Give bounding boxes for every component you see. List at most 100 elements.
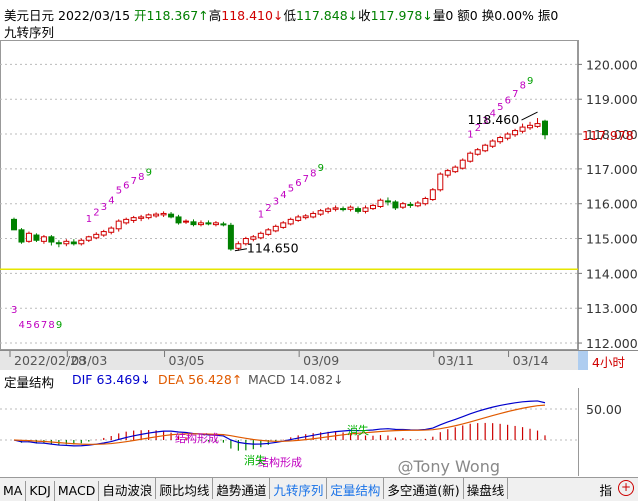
symbol-name: 美元日元 <box>4 8 55 23</box>
tab-1[interactable]: KDJ <box>26 481 55 501</box>
low-marker-label: 114.650 <box>247 241 299 256</box>
candle-body <box>497 137 504 143</box>
period-label[interactable]: 4小时 <box>592 355 625 370</box>
candle-body <box>429 189 436 201</box>
period-scroll-handle[interactable] <box>578 351 588 370</box>
td-sequence-label: 9 <box>146 167 152 178</box>
indicator-tick-label: 50.00 <box>586 402 622 417</box>
candle-body <box>70 241 77 245</box>
candle-body <box>220 223 227 226</box>
td-sequence-label: 8 <box>520 81 526 92</box>
td-sequence-label: 6 <box>33 320 39 331</box>
tab-7[interactable]: 定量结构 <box>327 478 385 499</box>
tab-indicator-menu[interactable]: 指 <box>599 483 612 498</box>
tab-5[interactable]: 趋势通道 <box>213 478 271 499</box>
candle-body <box>295 216 302 221</box>
dea-value: 56.428 <box>188 372 232 387</box>
macd-label: MACD <box>248 372 286 387</box>
structure-label: 结构形成 <box>175 431 219 445</box>
tab-4[interactable]: 顾比均线 <box>156 478 214 499</box>
quote-date: 2022/03/15 <box>58 8 131 23</box>
candle-body <box>55 242 62 245</box>
dea-label: DEA <box>158 372 185 387</box>
candle-body <box>474 149 481 155</box>
candle-body <box>48 236 55 243</box>
candle-body <box>325 208 332 212</box>
td-sequence-label: 3 <box>273 197 279 208</box>
quote-line: 美元日元 2022/03/15 开118.367↑高118.410↓低117.8… <box>4 7 558 24</box>
candle-body <box>482 144 489 152</box>
tab-2[interactable]: MACD <box>55 481 100 501</box>
candle-body <box>542 120 548 136</box>
open-arrow: ↑ <box>198 8 209 23</box>
candle-body <box>369 204 376 210</box>
td-sequence-label: 2 <box>93 207 99 218</box>
candle-body <box>257 232 264 239</box>
tab-6[interactable]: 九转序列 <box>270 478 328 499</box>
high-label: 高 <box>208 8 222 23</box>
tab-0[interactable]: MA <box>0 481 27 501</box>
candle-body <box>190 221 197 226</box>
time-tick-label: 03/14 <box>513 353 549 368</box>
td-sequence-label: 3 <box>482 116 488 127</box>
td-sequence-label: 8 <box>48 320 54 331</box>
td-sequence-label: 9 <box>56 320 62 331</box>
candle-body <box>18 229 25 243</box>
last-price-tag: 117.978 <box>582 128 634 143</box>
tab-3[interactable]: 自动波浪 <box>99 478 157 499</box>
structure-label: 结构形成 <box>258 455 302 469</box>
amount: 额0 <box>457 8 478 23</box>
candle-body <box>272 225 279 232</box>
td-sequence-label: 2 <box>265 203 271 214</box>
candle-body <box>452 166 459 173</box>
price-tick-label: 114.000 <box>586 266 638 281</box>
candle-body <box>168 213 175 218</box>
candle-body <box>332 207 339 210</box>
candle-body <box>489 140 496 147</box>
candle-body <box>422 197 429 205</box>
candle-body <box>444 170 451 176</box>
close-value: 117.978 <box>370 8 423 23</box>
candle-body <box>407 203 414 206</box>
candle-body <box>242 238 249 245</box>
candle-body <box>280 222 287 228</box>
time-tick-label: 03/05 <box>169 353 205 368</box>
dif-value: 63.469 <box>96 372 141 387</box>
td-sequence-label: 5 <box>116 185 122 196</box>
open-value: 118.367 <box>146 8 199 23</box>
add-indicator-icon[interactable]: + <box>618 480 634 496</box>
td-sequence-label: 4 <box>490 108 496 119</box>
tab-8[interactable]: 多空通道(新) <box>384 478 464 499</box>
candle-body <box>459 159 466 169</box>
td-sequence-label: 1 <box>258 210 264 221</box>
dif-readout: DIF 63.469↓ <box>72 372 151 387</box>
close-label: 收 <box>358 8 371 23</box>
price-tick-label: 115.000 <box>586 232 638 247</box>
candle-body <box>437 173 444 191</box>
td-sequence-label: 6 <box>123 181 129 192</box>
period-selector[interactable]: 4小时 <box>578 350 638 370</box>
amplitude: 振0 <box>537 8 559 23</box>
candle-body <box>527 124 534 129</box>
td-sequence-label: 5 <box>288 184 294 195</box>
candle-body <box>160 212 167 216</box>
main-indicator-name: 九转序列 <box>4 25 55 40</box>
td-sequence-label: 3 <box>11 305 17 316</box>
candle-body <box>250 236 257 240</box>
candle-body <box>115 220 122 230</box>
tab-9[interactable]: 操盘线 <box>464 478 509 499</box>
candle-body <box>63 240 70 245</box>
td-sequence-label: 9 <box>527 76 533 87</box>
structure-label: 消失 <box>347 423 369 437</box>
price-tick-label: 117.000 <box>586 162 638 177</box>
candle-body <box>265 229 272 235</box>
td-sequence-label: 7 <box>512 89 518 100</box>
candle-body <box>40 236 47 242</box>
candle-body <box>340 208 347 211</box>
candle-body <box>392 201 399 209</box>
td-sequence-label: 9 <box>318 163 324 174</box>
high-marker-label: 118.460 <box>468 112 520 127</box>
time-tick-label: 03/09 <box>303 353 339 368</box>
